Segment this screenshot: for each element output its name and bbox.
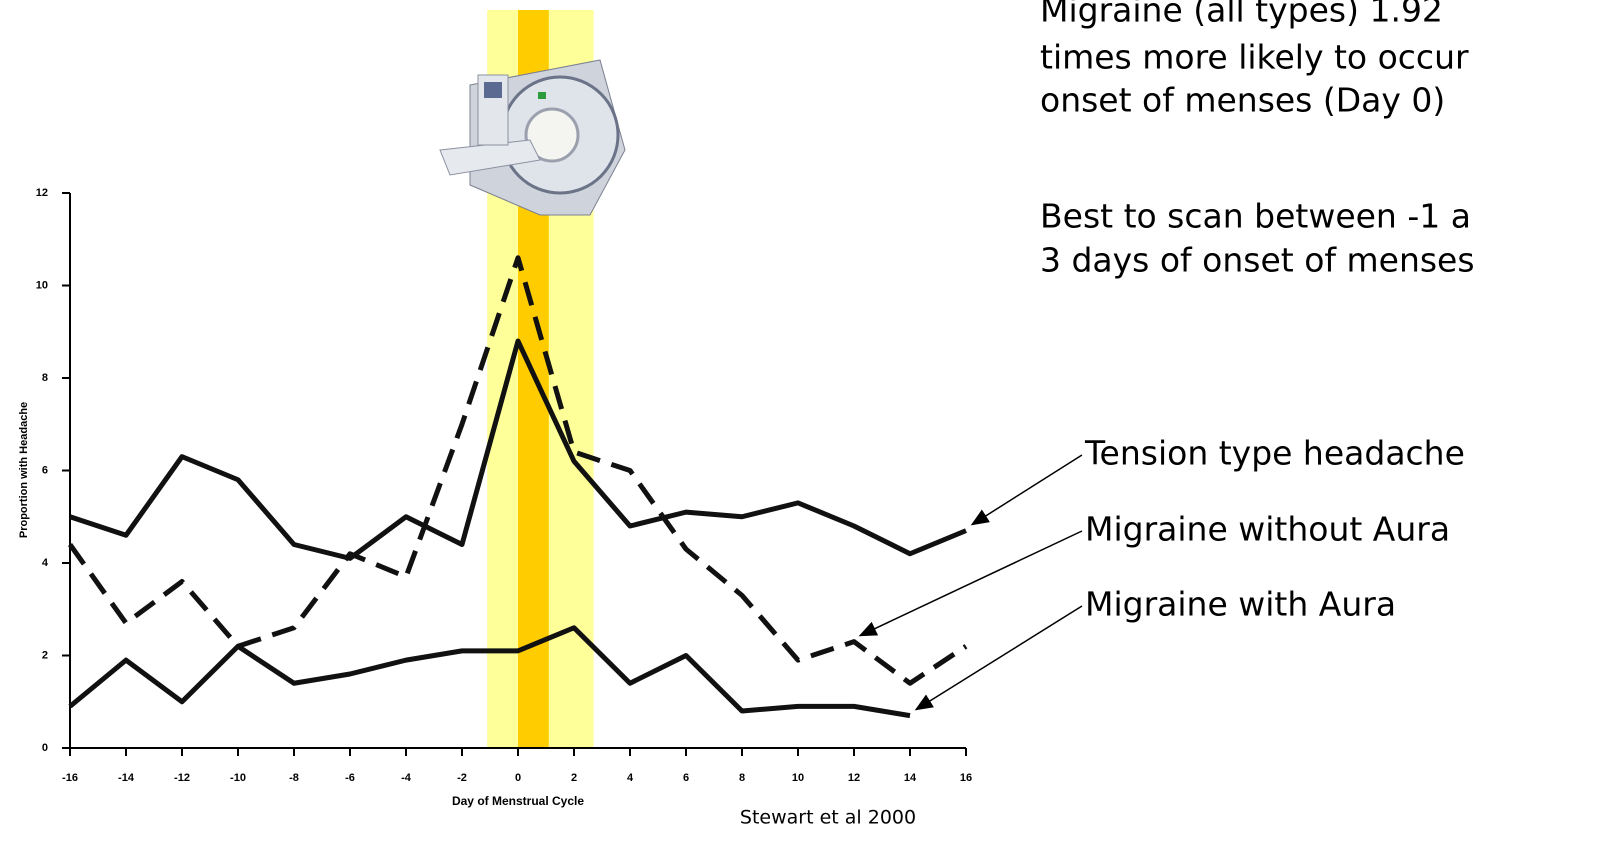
y-tick-label: 0 [42,742,48,754]
x-tick-label: -14 [118,772,135,784]
x-tick-label: -12 [174,772,190,784]
note-text: times more likely to occur [1040,38,1469,77]
y-axis-label: Proportion with Headache [18,402,30,538]
label-arrow [970,454,1083,526]
x-tick-label: 0 [515,772,521,784]
label-arrow [914,605,1083,711]
series-line [67,255,968,686]
label-arrow [858,530,1083,637]
note-text: 3 days of onset of menses [1040,241,1475,280]
y-tick-label: 8 [42,372,48,384]
y-tick-label: 12 [36,187,48,199]
series-label: Tension type headache [1084,434,1465,473]
x-tick-label: -16 [62,772,78,784]
x-tick-label: -8 [289,772,299,784]
x-tick-label: 2 [571,772,577,784]
series-line [68,625,911,719]
x-tick-label: 14 [904,772,917,784]
x-tick-label: -6 [345,772,355,784]
y-tick-label: 6 [42,464,48,476]
series-label: Migraine without Aura [1085,510,1450,549]
x-tick-label: 12 [848,772,860,784]
note-text: Best to scan between -1 a [1040,197,1471,236]
x-tick-label: 4 [627,772,634,784]
y-tick-label: 10 [36,279,48,291]
x-tick-label: 8 [739,772,745,784]
x-axis-label: Day of Menstrual Cycle [452,794,584,808]
y-tick-label: 4 [42,557,49,569]
x-tick-label: 6 [683,772,689,784]
series-line [69,338,967,561]
note-text: onset of menses (Day 0) [1040,81,1445,120]
x-tick-label: -2 [457,772,467,784]
mri-scanner-icon [439,59,626,216]
source: Stewart et al 2000 [740,807,916,829]
x-tick-label: -10 [230,772,246,784]
series-label: Migraine with Aura [1085,585,1396,624]
y-tick-label: 2 [42,649,48,661]
x-tick-label: 16 [960,772,972,784]
x-tick-label: -4 [401,772,412,784]
x-tick-label: 10 [792,772,804,784]
note-text: Migraine (all types) 1.92 [1040,0,1443,30]
